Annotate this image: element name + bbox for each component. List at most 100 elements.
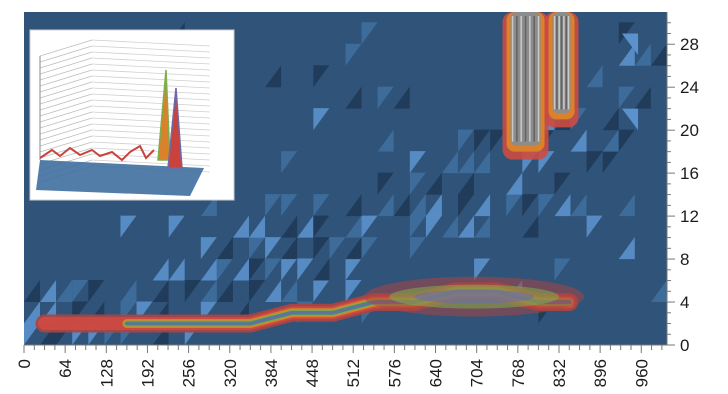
inset-grid-line (39, 93, 93, 111)
inset-grid-line (91, 81, 211, 89)
heatmap-cell (409, 151, 426, 174)
heatmap-cell (425, 194, 442, 217)
inset-grid-line (91, 135, 211, 143)
x-tick-label: 192 (138, 359, 157, 387)
x-tick-label: 640 (427, 359, 446, 387)
heatmap-cell (425, 172, 442, 195)
heatmap-cell (184, 280, 201, 303)
heatmap-cell (265, 237, 282, 260)
heatmap-cell (570, 129, 587, 152)
heatmap-cell (490, 129, 507, 152)
x-tick-label: 960 (632, 359, 651, 387)
peak-columns (502, 12, 579, 160)
heatmap-cell (24, 301, 40, 324)
x-tick-label: 0 (15, 359, 34, 368)
heatmap-cell (120, 280, 137, 303)
y-axis: 0 4 8 12 16 20 24 28 (666, 12, 699, 355)
heatmap-cell (538, 194, 555, 217)
y-tick-label: 20 (680, 121, 699, 140)
inset-grid-line (39, 123, 93, 141)
heatmap-cells (24, 22, 667, 345)
heatmap-cell (216, 258, 233, 281)
heatmap-cell (650, 280, 667, 303)
inset-grid-line (91, 111, 211, 119)
heatmap-cell (458, 172, 475, 195)
heatmap-cell (200, 280, 217, 303)
inset-peak-1 (157, 69, 171, 161)
heatmap-cell (409, 237, 426, 260)
inset-grid-line (91, 57, 211, 65)
y-tick-label: 16 (680, 164, 699, 183)
heatmap-cell (72, 280, 89, 303)
heatmap-cell (618, 129, 635, 152)
heatmap-cell (329, 237, 346, 260)
heatmap-cell (458, 194, 475, 217)
heatmap-cell (216, 237, 233, 260)
heatmap-cell (361, 215, 378, 238)
heatmap-cell (249, 215, 266, 238)
heatmap-cell (345, 215, 362, 238)
inset-grid-line (39, 135, 93, 153)
heatmap-cell (281, 258, 298, 281)
heatmap-cell (458, 215, 475, 238)
inset-grid-line (91, 105, 211, 113)
inset-ridge-line (39, 144, 155, 162)
heatmap-cell (377, 86, 394, 109)
y-tick-label: 8 (680, 250, 689, 269)
x-tick-label: 512 (344, 359, 363, 387)
heatmap-cell (120, 215, 137, 238)
heatmap-cell (522, 215, 539, 238)
heatmap-cell (602, 151, 619, 174)
heatmap-cell (650, 43, 667, 66)
x-tick-label: 832 (550, 359, 569, 387)
heatmap-cell (345, 280, 362, 303)
heatmap-cell (265, 65, 282, 88)
heatmap-cell (474, 215, 491, 238)
heatmap-cell (249, 280, 266, 303)
heatmap-cell (474, 151, 491, 174)
heatmap-cell (345, 194, 362, 217)
heatmap-cell (474, 129, 491, 152)
heatmap-cell (249, 237, 266, 260)
inset-grid-line (91, 129, 211, 137)
heatmap-cell (393, 194, 410, 217)
heatmap-cell (345, 258, 362, 281)
heatmap-cell (152, 258, 169, 281)
heatmap-cell (345, 43, 362, 66)
x-tick-label: 704 (468, 359, 487, 387)
inset-grid-line (39, 105, 93, 123)
heatmap-cell (297, 258, 314, 281)
heatmap-cell (281, 237, 298, 260)
heatmap-cell (618, 22, 635, 45)
y-tick-label: 4 (680, 293, 689, 312)
inset-grid-line (39, 99, 93, 117)
x-tick-label: 320 (221, 359, 240, 387)
heatmap-cell (345, 86, 362, 109)
inset-grid-line (91, 93, 211, 101)
heatmap-cell (586, 151, 603, 174)
heatmap-cell (265, 280, 282, 303)
heatmap-cell (474, 194, 491, 217)
heatmap-cell (313, 280, 330, 303)
inset-peak-2 (167, 87, 183, 169)
heatmap-cell (634, 43, 651, 66)
heatmap-cell (313, 258, 330, 281)
inset-grid-line (39, 111, 93, 129)
heatmap-cell (24, 323, 40, 345)
inset-grid-line (91, 87, 211, 95)
heatmap-cell (313, 237, 330, 260)
inset-grid-line (91, 69, 211, 77)
heatmap-cell (168, 215, 185, 238)
inset-grid-line (91, 39, 211, 47)
heatmap-cell (216, 280, 233, 303)
heatmap-cell (88, 280, 105, 303)
heatmap-cell (232, 258, 249, 281)
heatmap-cell (281, 151, 298, 174)
heatmap-cell (24, 280, 40, 303)
heatmap-cell (618, 43, 635, 66)
heatmap-cell (232, 215, 249, 238)
heatmap-cell (586, 215, 603, 238)
heatmap-cell (618, 86, 635, 109)
inset-grid-line (39, 39, 93, 57)
